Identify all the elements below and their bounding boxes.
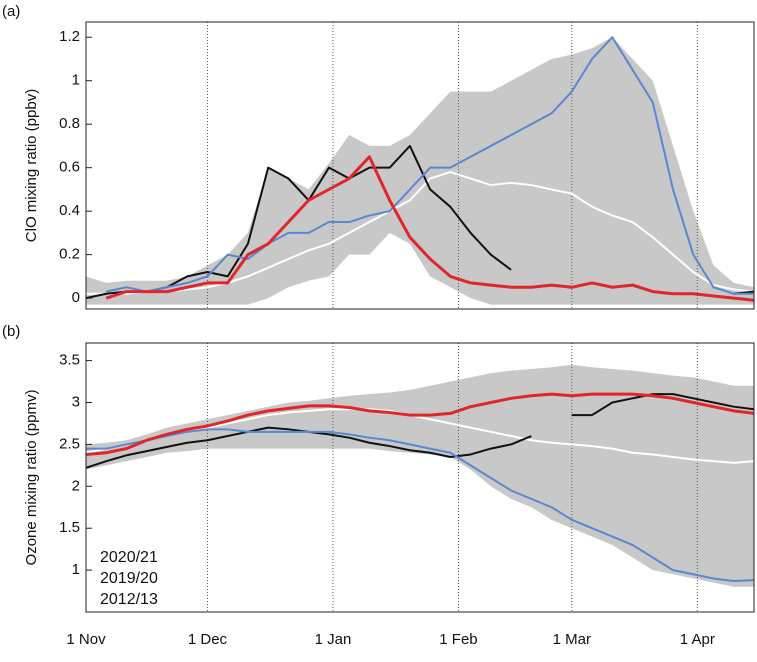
plot-frame	[85, 342, 755, 613]
y-tick-label: 1	[72, 561, 80, 578]
series-line	[85, 392, 755, 456]
x-tick-label: 1 Jan	[315, 631, 352, 648]
y-tick-label: 1.2	[59, 28, 80, 45]
mean-line	[86, 171, 755, 295]
y-tick-label: 0.6	[59, 159, 80, 176]
y-axis-label: ClO mixing ratio (ppbv)	[23, 89, 40, 242]
y-tick-label: 3	[72, 393, 80, 410]
x-tick-label: 1 Dec	[188, 631, 228, 648]
series-line	[105, 155, 755, 302]
y-tick-label: 1	[72, 72, 80, 89]
range-band	[86, 37, 754, 305]
y-tick-label: 1.5	[59, 519, 80, 536]
y-tick-label: 2	[72, 477, 80, 494]
y-tick-label: 3.5	[59, 352, 80, 369]
y-axis-label: Ozone mixing ratio (ppmv)	[23, 390, 40, 566]
y-tick-label: 0.4	[59, 202, 80, 219]
x-tick-label: 1 Feb	[439, 631, 477, 648]
x-tick-label: 1 Apr	[680, 631, 715, 648]
plot-frame	[85, 21, 755, 310]
panel-label: (b)	[2, 323, 20, 340]
legend-entry: 2020/21	[100, 549, 158, 566]
y-tick-label: 0.2	[59, 246, 80, 263]
series-line	[86, 428, 755, 582]
y-tick-label: 2.5	[59, 435, 80, 452]
legend-entry: 2019/20	[100, 570, 158, 587]
y-tick-label: 0.8	[59, 115, 80, 132]
legend-entry: 2012/13	[100, 591, 158, 608]
panel-label: (a)	[2, 3, 20, 20]
y-tick-label: 0	[72, 289, 80, 306]
range-band	[86, 364, 754, 587]
x-tick-label: 1 Nov	[66, 631, 106, 648]
series-line	[106, 36, 754, 295]
x-tick-label: 1 Mar	[553, 631, 591, 648]
